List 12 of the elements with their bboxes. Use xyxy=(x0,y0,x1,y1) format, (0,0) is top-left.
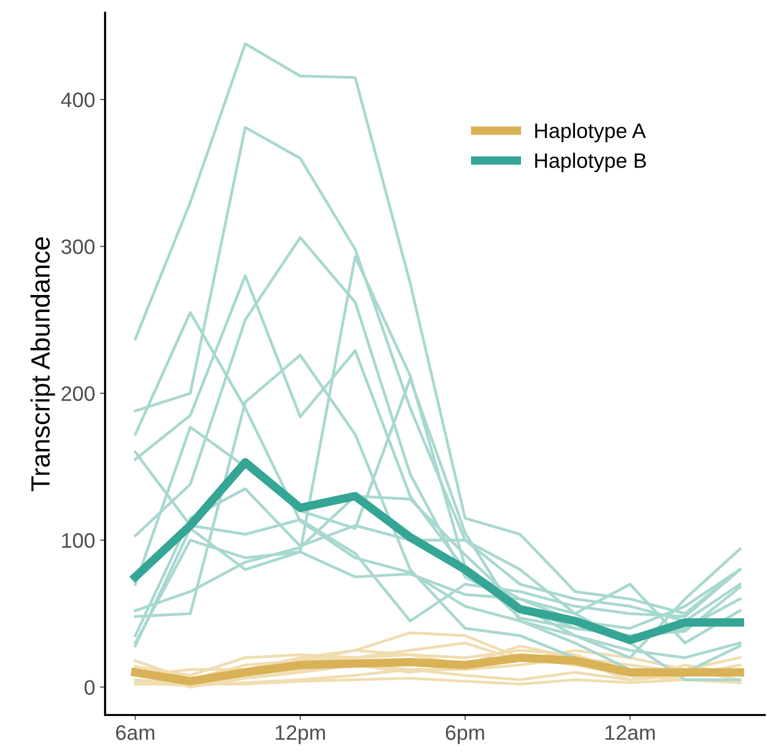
y-tick-label: 400 xyxy=(61,92,95,108)
x-tick-label: 6pm xyxy=(446,725,484,744)
y-axis-title: Transcript Abundance xyxy=(30,237,56,492)
y-tick-label: 0 xyxy=(84,680,95,695)
y-tick-label: 100 xyxy=(62,533,95,548)
y-tick-label: 200 xyxy=(62,386,95,402)
y-tick-label: 300 xyxy=(61,239,95,254)
x-tick-label: 12pm xyxy=(276,725,325,744)
x-tick-label: 6am xyxy=(116,725,154,740)
x-tick-label: 12am xyxy=(606,725,655,740)
legend-label: Haplotype B xyxy=(535,152,646,172)
legend-label: Haplotype A xyxy=(535,122,646,142)
